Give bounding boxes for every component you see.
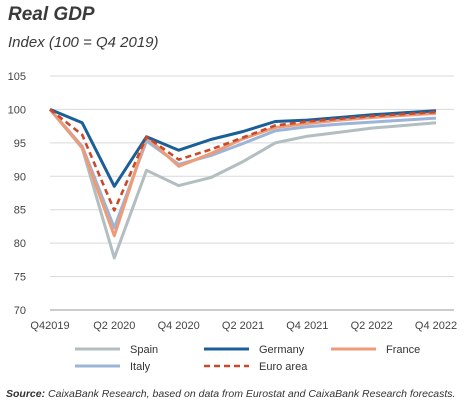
legend-label: Spain <box>130 344 158 356</box>
chart-subtitle: Index (100 = Q4 2019) <box>8 34 159 51</box>
y-tick-label: 85 <box>14 205 26 217</box>
x-tick-label: Q4 2022 <box>415 320 457 332</box>
legend: Spain Germany France Italy Euro area <box>75 344 420 373</box>
source-text: CaixaBank Research, based on data from E… <box>48 388 456 400</box>
source-note: Source: CaixaBank Research, based on dat… <box>6 388 455 400</box>
legend-label: France <box>386 344 420 356</box>
y-tick-label: 90 <box>14 171 26 183</box>
x-tick-label: Q42019 <box>30 320 69 332</box>
x-tick-label: Q4 2021 <box>286 320 328 332</box>
y-tick-label: 75 <box>14 272 26 284</box>
source-label: Source: <box>6 388 46 400</box>
x-tick-label: Q2 2020 <box>93 320 135 332</box>
legend-label: Italy <box>130 361 151 373</box>
grid-layer <box>50 75 454 311</box>
x-tick-label: Q2 2021 <box>222 320 264 332</box>
chart-title: Real GDP <box>8 4 95 25</box>
y-tick-label: 95 <box>14 138 26 150</box>
legend-label: Germany <box>259 344 305 356</box>
y-axis-ticks: 70 75 80 85 90 95 100 105 <box>8 71 26 317</box>
series-line-euro-area <box>49 108 437 212</box>
series-line-italy <box>48 108 437 230</box>
series-line-spain <box>48 108 437 260</box>
x-tick-label: Q2 2022 <box>351 320 393 332</box>
x-axis-ticks: Q42019 Q2 2020 Q4 2020 Q2 2021 Q4 2021 Q2 202… <box>30 320 457 332</box>
x-tick-label: Q4 2020 <box>158 320 200 332</box>
y-tick-label: 80 <box>14 238 26 250</box>
y-tick-label: 70 <box>14 305 26 317</box>
y-tick-label: 100 <box>8 104 26 116</box>
y-tick-label: 105 <box>8 71 26 83</box>
series-layer <box>48 108 437 260</box>
legend-label: Euro area <box>259 361 308 373</box>
